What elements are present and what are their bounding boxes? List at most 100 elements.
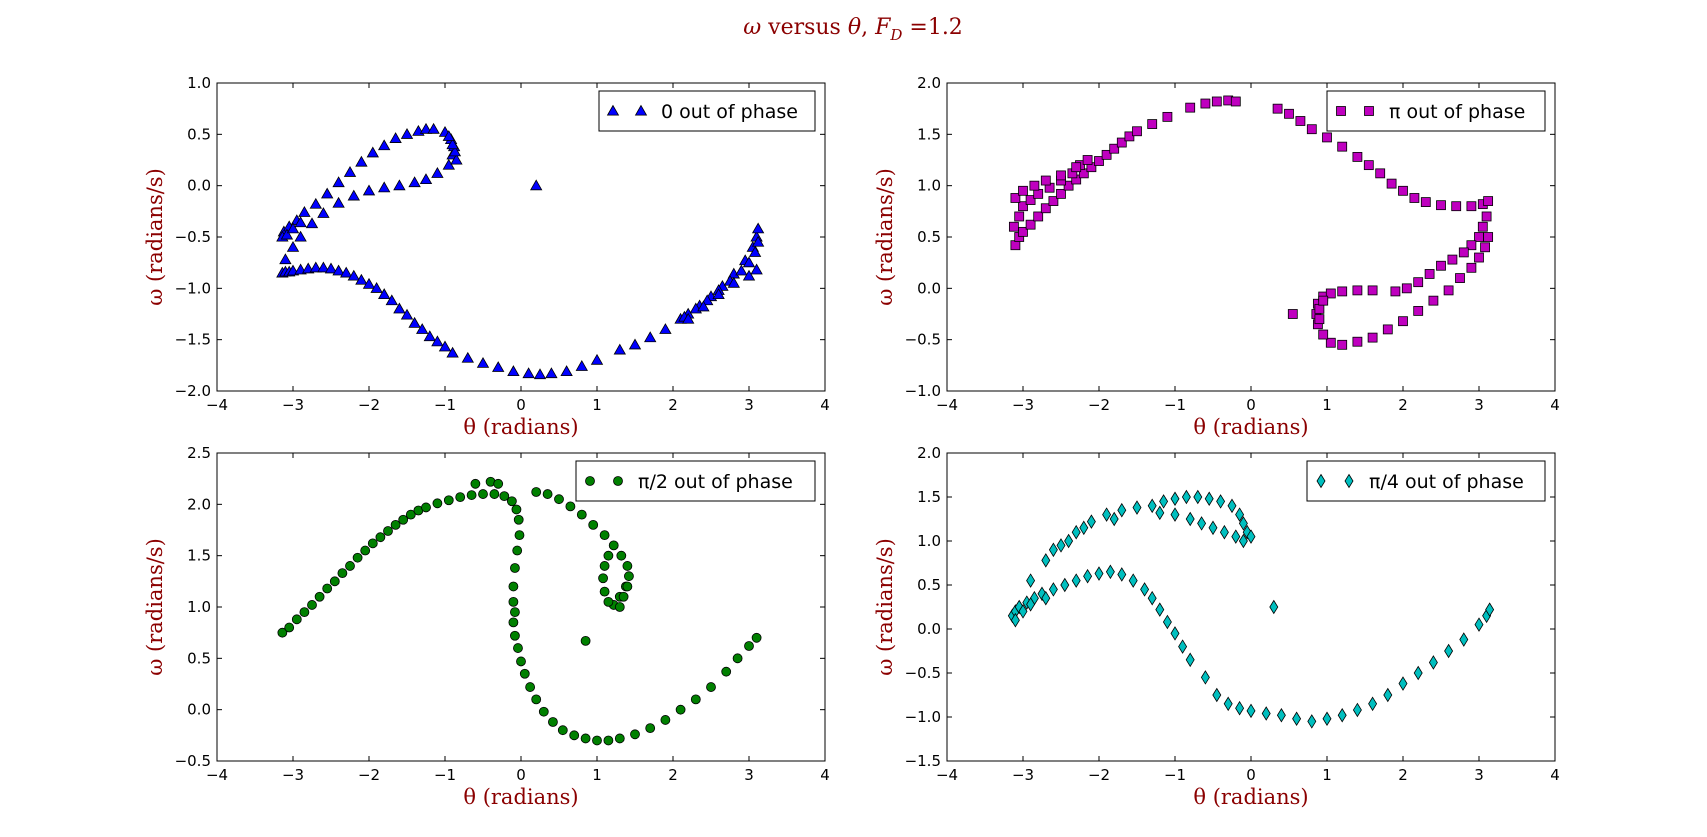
data-point	[514, 530, 525, 541]
data-point	[470, 478, 481, 489]
data-point	[751, 235, 765, 247]
data-point	[360, 545, 371, 556]
data-point	[1314, 314, 1325, 325]
data-point	[624, 571, 634, 582]
data-point	[1306, 124, 1317, 135]
data-point	[580, 635, 591, 646]
data-point	[1216, 494, 1226, 509]
data-point	[476, 356, 490, 368]
y-tick-label: 2.0	[917, 444, 941, 462]
x-axis-label: θ (radians)	[1193, 785, 1308, 809]
data-point	[1444, 643, 1454, 659]
data-point	[516, 656, 526, 667]
data-point	[1040, 203, 1051, 214]
data-point	[489, 489, 500, 499]
data-point	[1060, 577, 1070, 593]
data-point	[580, 733, 591, 744]
data-point	[592, 735, 602, 746]
legend-label: π/2 out of phase	[638, 471, 793, 493]
data-point	[690, 694, 701, 705]
legend: 0 out of phase	[598, 90, 816, 132]
x-tick-label: 4	[820, 766, 830, 784]
data-point	[1322, 711, 1332, 727]
data-point	[1071, 573, 1081, 588]
data-point	[416, 323, 429, 334]
data-point	[499, 491, 510, 502]
data-point	[280, 228, 294, 240]
data-point	[1474, 252, 1484, 263]
data-point	[508, 596, 519, 607]
data-point	[450, 153, 463, 165]
data-point	[352, 552, 363, 563]
y-tick-label: −2.0	[175, 382, 211, 400]
data-point	[1116, 137, 1127, 148]
data-point	[751, 222, 765, 234]
data-point	[443, 495, 454, 506]
data-point	[1420, 197, 1431, 207]
data-point	[599, 586, 610, 597]
data-point	[1094, 566, 1104, 581]
x-tick-label: −1	[434, 396, 456, 414]
data-point	[1413, 665, 1423, 681]
data-point	[1026, 573, 1036, 588]
data-point	[1428, 295, 1439, 306]
data-point	[1458, 247, 1469, 258]
y-tick-label: 1.0	[187, 598, 211, 616]
data-point	[1481, 211, 1492, 222]
data-point	[1010, 240, 1021, 251]
data-point	[748, 246, 762, 257]
data-point	[343, 166, 357, 177]
data-point	[1483, 196, 1494, 206]
legend-box	[1326, 90, 1546, 132]
data-point	[419, 173, 433, 185]
data-point	[321, 187, 334, 199]
data-point	[1337, 707, 1347, 723]
data-point	[1018, 604, 1028, 619]
data-point	[1170, 507, 1180, 522]
legend: π out of phase	[1326, 90, 1546, 132]
y-tick-label: −1.5	[905, 752, 941, 770]
y-tick-label: −0.5	[175, 752, 211, 770]
data-point	[1018, 201, 1028, 212]
data-point	[329, 576, 340, 587]
data-point	[370, 282, 383, 293]
data-points	[276, 122, 765, 380]
data-point	[1436, 260, 1446, 271]
x-tick-label: −3	[1012, 766, 1034, 784]
data-point	[1367, 285, 1378, 296]
data-point	[1238, 516, 1248, 531]
data-point	[332, 264, 345, 276]
data-point	[1132, 126, 1142, 137]
data-point	[427, 122, 440, 134]
data-point	[599, 561, 610, 571]
data-point	[1409, 193, 1420, 203]
data-point	[478, 489, 488, 499]
x-tick-label: 4	[1550, 766, 1560, 784]
data-point	[423, 330, 436, 342]
data-point	[294, 230, 307, 242]
data-point	[742, 269, 756, 281]
data-point	[1235, 700, 1245, 716]
data-point	[400, 128, 414, 139]
data-point	[557, 725, 568, 736]
data-point	[1041, 553, 1051, 568]
data-point	[378, 288, 391, 300]
data-point	[1014, 211, 1025, 222]
data-point	[1276, 707, 1286, 723]
data-point	[1128, 573, 1138, 588]
data-point	[294, 216, 307, 228]
legend-marker	[613, 476, 623, 486]
data-point	[548, 717, 558, 727]
x-tick-label: 2	[1398, 766, 1408, 784]
data-point	[1424, 269, 1435, 279]
y-tick-label: 1.0	[917, 532, 941, 550]
data-point	[644, 331, 657, 343]
data-point	[393, 302, 406, 314]
data-point	[545, 367, 558, 379]
data-point	[1466, 240, 1477, 251]
data-point	[538, 706, 549, 717]
x-axis-label: θ (radians)	[463, 415, 578, 439]
data-point	[506, 496, 517, 507]
data-point	[1246, 529, 1256, 544]
data-point	[1048, 196, 1059, 206]
